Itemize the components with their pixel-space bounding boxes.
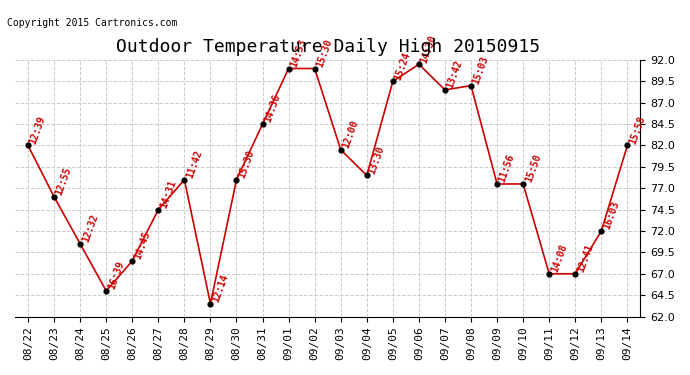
Text: Copyright 2015 Cartronics.com: Copyright 2015 Cartronics.com xyxy=(7,18,177,28)
Text: 11:42: 11:42 xyxy=(184,148,204,180)
Point xyxy=(335,147,346,153)
Point xyxy=(127,258,138,264)
Point xyxy=(518,181,529,187)
Point xyxy=(101,288,112,294)
Text: 13:42: 13:42 xyxy=(445,59,464,90)
Text: 11:56: 11:56 xyxy=(497,153,517,184)
Text: 15:30: 15:30 xyxy=(237,148,256,180)
Point xyxy=(309,66,320,72)
Text: 15:03: 15:03 xyxy=(471,55,491,86)
Text: 12:00: 12:00 xyxy=(341,119,360,150)
Text: 12:39: 12:39 xyxy=(28,114,48,146)
Point xyxy=(570,271,581,277)
Text: 12:32: 12:32 xyxy=(80,213,99,244)
Point xyxy=(152,207,164,213)
Text: 14:08: 14:08 xyxy=(549,243,569,274)
Text: 14:30: 14:30 xyxy=(419,33,438,64)
Text: 13:30: 13:30 xyxy=(367,144,386,176)
Text: 12:14: 12:14 xyxy=(210,273,230,304)
Point xyxy=(48,194,59,200)
Point xyxy=(622,142,633,148)
Text: 15:50: 15:50 xyxy=(523,153,542,184)
Point xyxy=(257,121,268,127)
Title: Outdoor Temperature Daily High 20150915: Outdoor Temperature Daily High 20150915 xyxy=(116,38,540,56)
Point xyxy=(413,61,424,67)
Text: 15:24: 15:24 xyxy=(393,50,413,81)
Point xyxy=(205,301,216,307)
Point xyxy=(466,82,477,88)
Text: 12:55: 12:55 xyxy=(54,166,74,197)
Point xyxy=(595,228,607,234)
Point xyxy=(491,181,502,187)
Text: 15:30: 15:30 xyxy=(315,38,334,69)
Point xyxy=(75,241,86,247)
Text: 14:53: 14:53 xyxy=(288,38,308,69)
Text: Temperature (°F): Temperature (°F) xyxy=(574,31,682,40)
Text: 14:31: 14:31 xyxy=(158,178,178,210)
Text: 14:45: 14:45 xyxy=(132,230,152,261)
Text: 16:39: 16:39 xyxy=(106,260,126,291)
Text: 12:41: 12:41 xyxy=(575,243,595,274)
Text: 16:03: 16:03 xyxy=(601,200,621,231)
Point xyxy=(387,78,398,84)
Point xyxy=(362,172,373,178)
Point xyxy=(283,66,294,72)
Point xyxy=(23,142,34,148)
Point xyxy=(231,177,242,183)
Point xyxy=(179,177,190,183)
Point xyxy=(440,87,451,93)
Text: 15:58: 15:58 xyxy=(627,114,647,146)
Text: 14:36: 14:36 xyxy=(263,93,282,124)
Point xyxy=(544,271,555,277)
